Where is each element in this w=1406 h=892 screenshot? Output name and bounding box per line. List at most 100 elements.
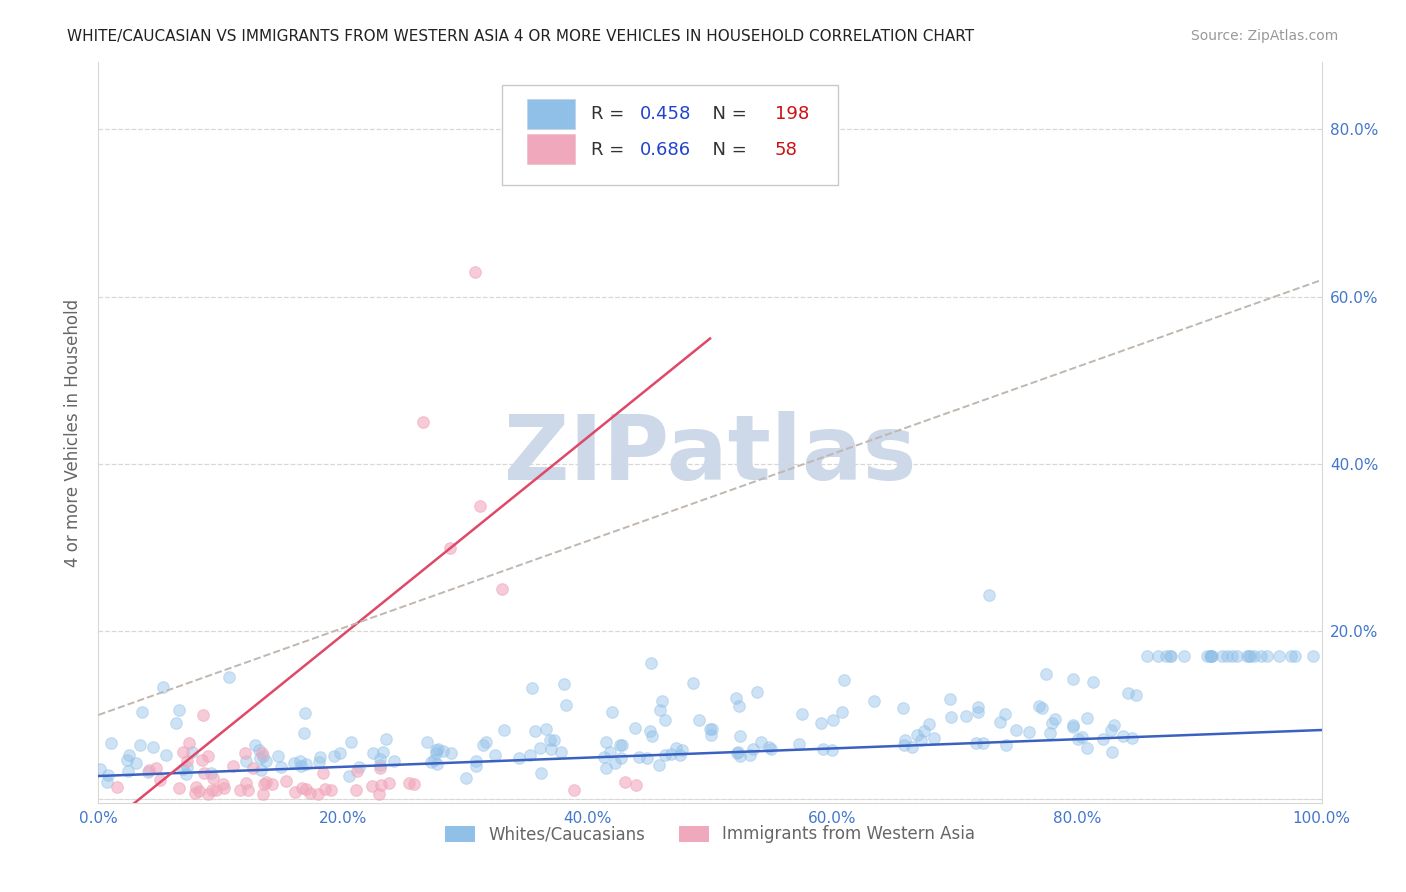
Point	[520, 681, 543, 696]
Point	[439, 541, 461, 555]
Point	[1101, 745, 1123, 759]
Point	[167, 780, 190, 795]
Point	[229, 783, 252, 797]
Point	[235, 776, 257, 790]
Text: WHITE/CAUCASIAN VS IMMIGRANTS FROM WESTERN ASIA 4 OR MORE VEHICLES IN HOUSEHOLD : WHITE/CAUCASIAN VS IMMIGRANTS FROM WESTE…	[67, 29, 974, 44]
Point	[177, 735, 200, 749]
Point	[972, 736, 994, 750]
Point	[994, 739, 1017, 753]
Bar	[526, 135, 575, 164]
Point	[555, 698, 578, 713]
Point	[276, 773, 298, 788]
Point	[155, 748, 177, 763]
Point	[172, 745, 194, 759]
Point	[659, 747, 682, 761]
Point	[1005, 723, 1028, 738]
Point	[404, 777, 426, 791]
Point	[1199, 649, 1222, 664]
Point	[530, 765, 553, 780]
Point	[254, 754, 277, 768]
Point	[212, 777, 235, 791]
Point	[562, 782, 585, 797]
Point	[145, 761, 167, 775]
Point	[377, 775, 399, 789]
Point	[1268, 649, 1291, 664]
Point	[252, 777, 274, 791]
Point	[218, 670, 240, 684]
Point	[1076, 711, 1098, 725]
Point	[599, 745, 621, 759]
Point	[398, 776, 420, 790]
Point	[97, 768, 120, 782]
Point	[699, 722, 721, 736]
Point	[464, 264, 486, 278]
Point	[319, 782, 342, 797]
Point	[519, 748, 541, 763]
Point	[1136, 649, 1159, 664]
Point	[260, 777, 283, 791]
Text: Source: ZipAtlas.com: Source: ZipAtlas.com	[1191, 29, 1339, 43]
Point	[641, 729, 664, 743]
Point	[529, 740, 551, 755]
Point	[688, 713, 710, 727]
Point	[307, 787, 329, 801]
Point	[339, 735, 361, 749]
Point	[184, 787, 207, 801]
Point	[550, 745, 572, 759]
Point	[1091, 731, 1114, 746]
Point	[741, 742, 763, 756]
Point	[322, 748, 344, 763]
Point	[115, 753, 138, 767]
Point	[745, 685, 768, 699]
Point	[349, 760, 371, 774]
Point	[100, 736, 122, 750]
Point	[360, 779, 382, 793]
Text: ZIPatlas: ZIPatlas	[503, 411, 917, 499]
Point	[471, 738, 494, 752]
Point	[425, 743, 447, 757]
Point	[142, 740, 165, 755]
Point	[267, 749, 290, 764]
Point	[730, 748, 752, 763]
Point	[832, 673, 855, 687]
Point	[1147, 649, 1170, 664]
Point	[118, 748, 141, 763]
Point	[1042, 715, 1064, 730]
Point	[1031, 700, 1053, 714]
Point	[727, 699, 749, 714]
Point	[131, 705, 153, 719]
Point	[955, 708, 977, 723]
FancyBboxPatch shape	[502, 85, 838, 185]
Point	[1250, 649, 1272, 664]
Point	[188, 783, 211, 797]
Point	[368, 761, 391, 775]
Point	[191, 707, 214, 722]
Point	[201, 771, 224, 785]
Point	[595, 734, 617, 748]
Point	[368, 752, 391, 766]
Point	[592, 749, 614, 764]
Point	[375, 732, 398, 747]
Point	[329, 746, 352, 760]
Point	[425, 747, 447, 761]
Point	[426, 756, 449, 771]
Point	[910, 733, 932, 747]
Point	[1220, 649, 1243, 664]
Point	[1070, 731, 1092, 745]
Point	[136, 765, 159, 780]
Point	[1125, 688, 1147, 702]
Point	[648, 703, 671, 717]
Point	[651, 693, 673, 707]
Point	[1116, 686, 1139, 700]
Point	[419, 755, 441, 769]
Point	[294, 757, 316, 772]
Text: 58: 58	[775, 141, 797, 159]
Point	[124, 756, 146, 771]
Point	[508, 751, 530, 765]
Point	[1121, 731, 1143, 745]
Point	[602, 705, 624, 719]
Point	[235, 755, 257, 769]
Point	[1279, 649, 1302, 664]
Point	[1256, 649, 1278, 664]
Point	[648, 758, 671, 772]
